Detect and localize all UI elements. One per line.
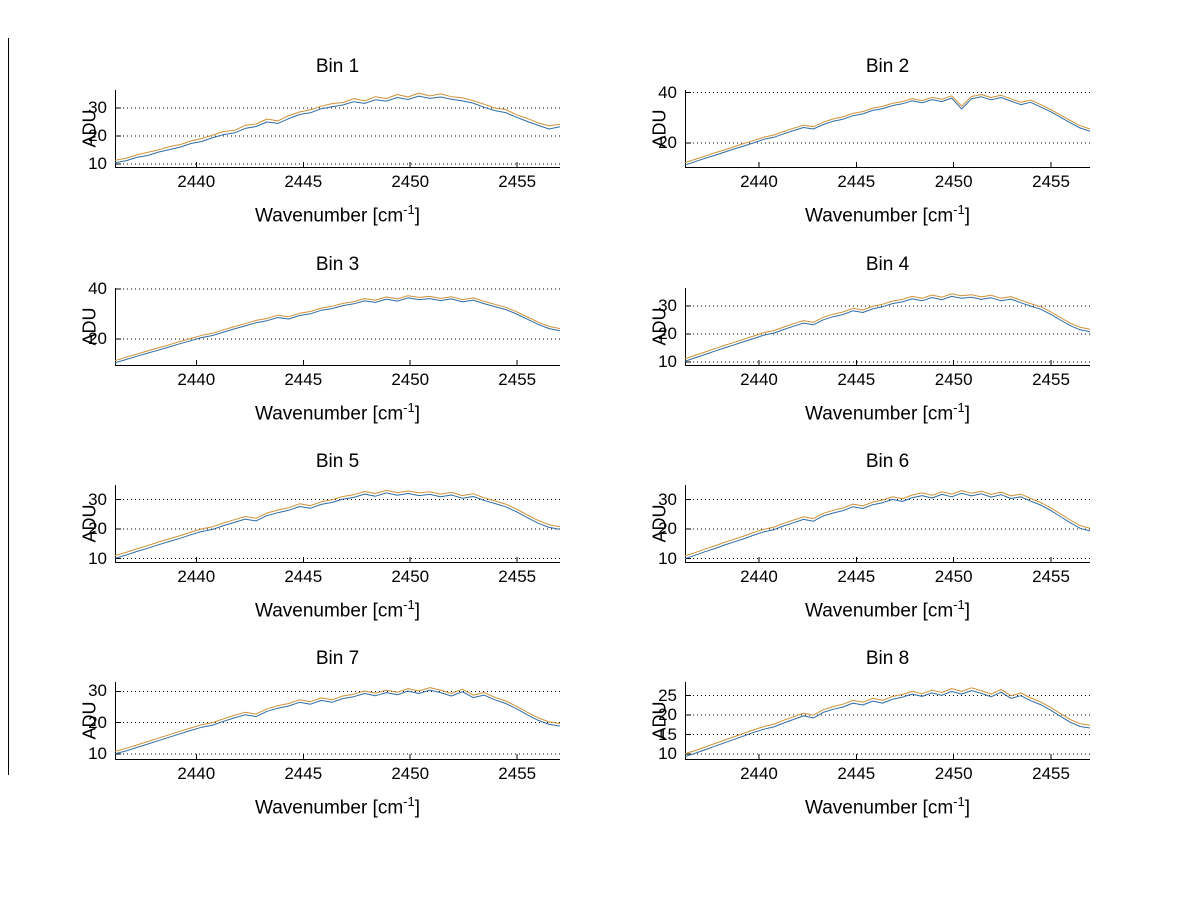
x-tick-label: 2450 xyxy=(934,764,973,783)
y-tick-label: 10 xyxy=(88,548,107,568)
x-tick-label: 2445 xyxy=(284,370,323,389)
y-tick-label: 15 xyxy=(658,724,677,744)
plot-area xyxy=(115,90,560,168)
y-tick-label: 20 xyxy=(658,519,677,539)
y-tick-label: 30 xyxy=(88,98,107,118)
x-axis-label: Wavenumber [cm-1] xyxy=(254,202,420,227)
plot-area xyxy=(685,90,1090,168)
subplot-bin-1: Bin 1 ADU Wavenumber [cm-1] 10 20 30 2440 24… xyxy=(40,56,600,256)
x-tick-label: 2445 xyxy=(837,567,876,586)
y-tick-label: 30 xyxy=(658,489,677,509)
x-axis-label: Wavenumber [cm-1] xyxy=(804,400,970,425)
x-axis-label: Wavenumber [cm-1] xyxy=(254,597,420,622)
y-tick-label: 40 xyxy=(88,279,107,299)
chart-title: Bin 7 xyxy=(315,648,360,669)
x-tick-label: 2450 xyxy=(391,567,430,586)
x-tick-label: 2445 xyxy=(284,764,323,783)
x-tick-label: 2440 xyxy=(177,370,216,389)
subplot-bin-7: Bin 7 ADU Wavenumber [cm-1] 10 20 30 2440 24… xyxy=(40,648,600,848)
plot-area xyxy=(115,682,560,760)
plot-area xyxy=(115,288,560,366)
x-tick-label: 2450 xyxy=(934,370,973,389)
x-tick-label: 2445 xyxy=(284,172,323,191)
x-tick-label: 2440 xyxy=(740,764,778,783)
x-tick-label: 2450 xyxy=(934,172,973,191)
x-tick-label: 2445 xyxy=(837,370,876,389)
y-tick-label: 20 xyxy=(88,519,107,539)
x-tick-label: 2455 xyxy=(498,370,537,389)
y-tick-label: 10 xyxy=(658,744,677,764)
chart-title: Bin 1 xyxy=(315,56,360,77)
x-tick-label: 2445 xyxy=(837,764,876,783)
x-tick-label: 2450 xyxy=(391,370,430,389)
x-tick-label: 2455 xyxy=(1032,567,1070,586)
y-tick-label: 10 xyxy=(658,351,677,371)
subplot-bin-6: Bin 6 ADU Wavenumber [cm-1] 10 20 30 2440 24… xyxy=(610,451,1170,651)
x-tick-label: 2450 xyxy=(391,764,430,783)
y-tick-label: 20 xyxy=(88,712,107,732)
x-axis-label: Wavenumber [cm-1] xyxy=(254,794,420,819)
chart-title: Bin 3 xyxy=(315,254,360,275)
y-tick-label: 20 xyxy=(658,132,677,152)
plot-area xyxy=(685,288,1090,366)
window-border-line xyxy=(8,38,9,775)
x-axis-label: Wavenumber [cm-1] xyxy=(804,794,970,819)
subplot-bin-2: Bin 2 ADU Wavenumber [cm-1] 20 40 2440 2445… xyxy=(610,56,1170,256)
x-tick-label: 2450 xyxy=(934,567,973,586)
x-tick-label: 2440 xyxy=(740,567,778,586)
x-tick-label: 2445 xyxy=(837,172,876,191)
chart-title: Bin 2 xyxy=(865,56,910,77)
x-tick-label: 2455 xyxy=(1032,370,1070,389)
y-axis-label: ADU xyxy=(79,307,100,346)
plot-area xyxy=(685,485,1090,563)
subplot-bin-8: Bin 8 ADU Wavenumber [cm-1] 10 15 20 25 2440… xyxy=(610,648,1170,848)
y-tick-label: 20 xyxy=(658,323,677,343)
y-tick-label: 10 xyxy=(88,153,107,173)
x-tick-label: 2445 xyxy=(284,567,323,586)
plot-area xyxy=(685,682,1090,760)
x-tick-label: 2455 xyxy=(1032,764,1070,783)
x-tick-label: 2440 xyxy=(177,567,216,586)
y-tick-label: 20 xyxy=(658,705,677,725)
y-tick-label: 20 xyxy=(88,125,107,145)
subplot-bin-5: Bin 5 ADU Wavenumber [cm-1] 10 20 30 2440 24… xyxy=(40,451,600,651)
x-axis-label: Wavenumber [cm-1] xyxy=(254,400,420,425)
x-tick-label: 2440 xyxy=(177,172,216,191)
x-tick-label: 2455 xyxy=(498,764,537,783)
x-tick-label: 2455 xyxy=(498,172,537,191)
x-axis-label: Wavenumber [cm-1] xyxy=(804,597,970,622)
y-tick-label: 10 xyxy=(658,548,677,568)
chart-title: Bin 5 xyxy=(315,451,360,472)
x-tick-label: 2440 xyxy=(740,370,778,389)
y-tick-label: 20 xyxy=(88,328,107,348)
chart-title: Bin 6 xyxy=(865,451,910,472)
x-tick-label: 2440 xyxy=(740,172,778,191)
x-axis-label: Wavenumber [cm-1] xyxy=(804,202,970,227)
plot-area xyxy=(115,485,560,563)
y-tick-label: 40 xyxy=(658,82,677,102)
x-tick-label: 2455 xyxy=(498,567,537,586)
y-tick-label: 25 xyxy=(658,685,677,705)
subplot-bin-4: Bin 4 ADU Wavenumber [cm-1] 10 20 30 2440 24… xyxy=(610,254,1170,454)
y-tick-label: 30 xyxy=(658,296,677,316)
subplot-bin-3: Bin 3 ADU Wavenumber [cm-1] 20 40 2440 2445… xyxy=(40,254,600,454)
chart-title: Bin 8 xyxy=(865,648,910,669)
y-tick-label: 30 xyxy=(88,489,107,509)
y-tick-label: 30 xyxy=(88,681,107,701)
x-tick-label: 2450 xyxy=(391,172,430,191)
x-tick-label: 2440 xyxy=(177,764,216,783)
chart-title: Bin 4 xyxy=(865,254,910,275)
x-tick-label: 2455 xyxy=(1032,172,1070,191)
y-tick-label: 10 xyxy=(88,743,107,763)
